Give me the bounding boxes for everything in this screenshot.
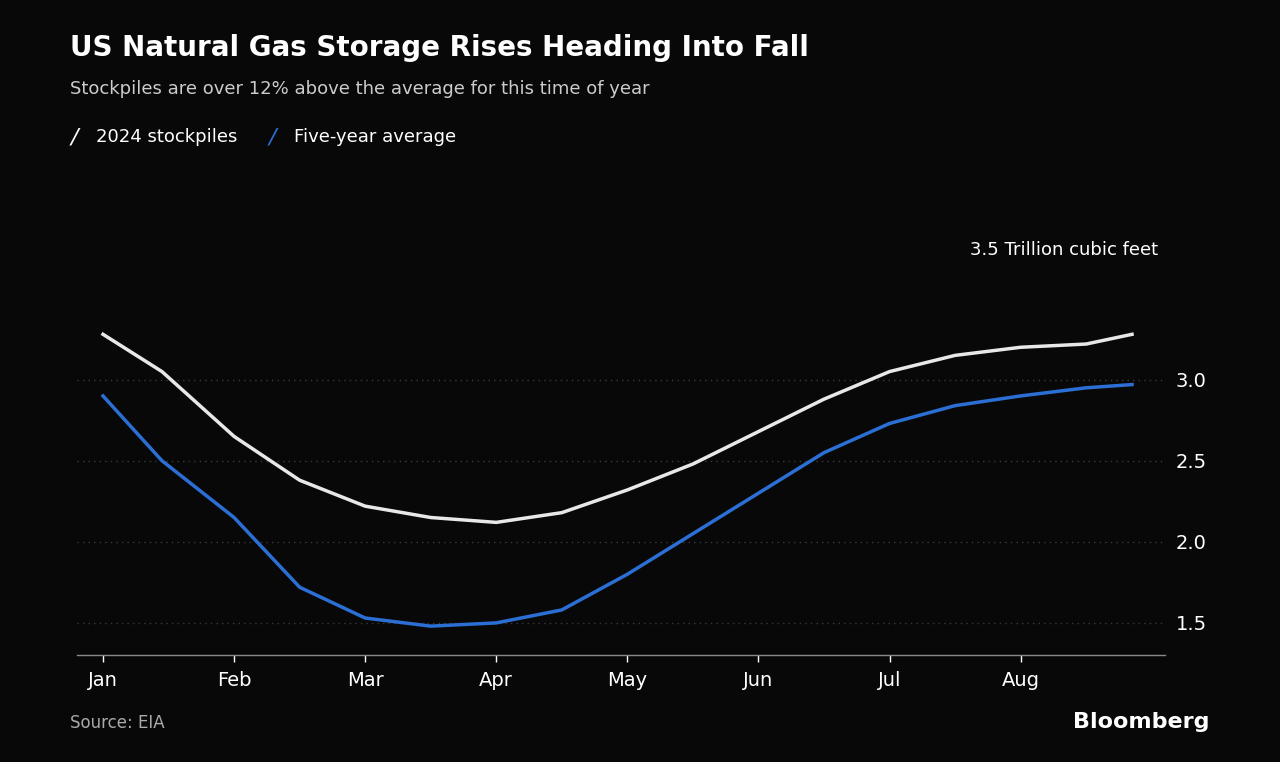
Text: US Natural Gas Storage Rises Heading Into Fall: US Natural Gas Storage Rises Heading Int… [70,34,809,62]
Text: 3.5 Trillion cubic feet: 3.5 Trillion cubic feet [970,241,1158,259]
Text: /: / [70,127,78,147]
Text: /: / [269,127,276,147]
Text: Stockpiles are over 12% above the average for this time of year: Stockpiles are over 12% above the averag… [70,80,650,98]
Text: Five-year average: Five-year average [294,128,457,146]
Text: 2024 stockpiles: 2024 stockpiles [96,128,237,146]
Text: Bloomberg: Bloomberg [1073,712,1210,732]
Text: Source: EIA: Source: EIA [70,713,165,732]
